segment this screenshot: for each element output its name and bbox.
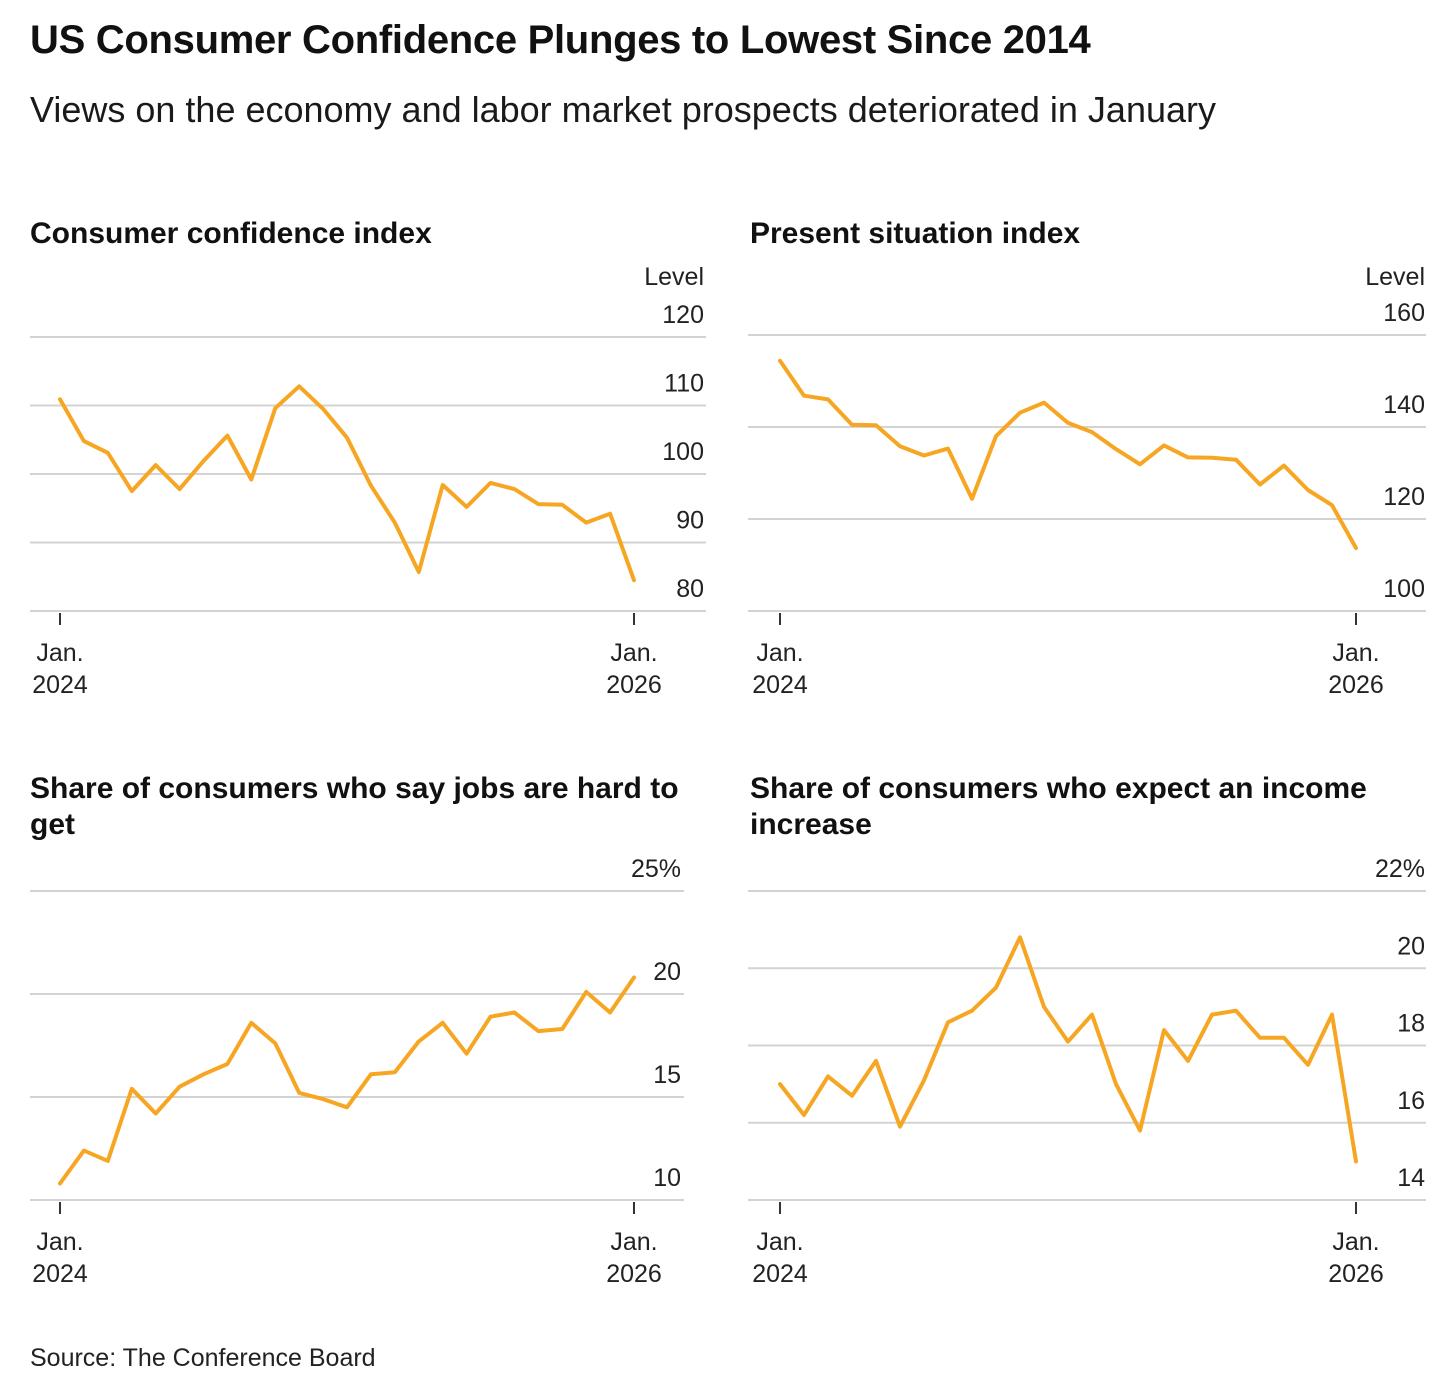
x-tick-label: Jan. 2026 — [606, 1228, 662, 1288]
y-tick-label: 120 — [662, 301, 704, 329]
y-tick-label: 160 — [1383, 299, 1425, 327]
chart-consumer-confidence: Consumer confidence index Level 120 110 100 9… — [30, 217, 706, 699]
y-tick-label: 100 — [662, 438, 704, 466]
y-unit-label: Level — [1365, 263, 1425, 291]
x-tick-label: Jan. 2026 — [1328, 639, 1384, 699]
y-tick-label: 80 — [676, 575, 704, 603]
y-tick-label: 90 — [676, 507, 704, 535]
y-tick-label: 110 — [664, 370, 704, 398]
y-tick-label: 22% — [1375, 855, 1425, 883]
x-tick-label: Jan. 2026 — [606, 639, 662, 699]
y-tick-label: 140 — [1383, 391, 1425, 419]
page-subtitle: Views on the economy and labor market pr… — [30, 89, 1216, 130]
chart-income-increase: Share of consumers who expect an income i… — [748, 772, 1426, 1288]
y-tick-label: 14 — [1397, 1164, 1425, 1192]
y-tick-label: 20 — [1397, 932, 1425, 960]
y-tick-label: 25% — [631, 855, 681, 883]
y-tick-label: 18 — [1397, 1010, 1425, 1038]
x-tick-label: Jan. 2024 — [32, 1228, 88, 1288]
series-line — [58, 384, 636, 583]
panel-title: Present situation index — [750, 217, 1080, 250]
y-tick-label: 120 — [1383, 483, 1425, 511]
series-line — [58, 975, 636, 1186]
chart-jobs-hard-to-get: Share of consumers who say jobs are hard… — [30, 772, 684, 1288]
panel-title: Consumer confidence index — [30, 217, 432, 250]
y-unit-label: Level — [644, 263, 704, 291]
page-title: US Consumer Confidence Plunges to Lowest… — [30, 18, 1091, 62]
y-tick-label: 20 — [653, 958, 681, 986]
y-tick-label: 16 — [1397, 1087, 1425, 1115]
y-tick-label: 10 — [653, 1164, 681, 1192]
x-tick-label: Jan. 2024 — [752, 639, 808, 699]
x-tick-label: Jan. 2024 — [32, 639, 88, 699]
y-tick-label: 15 — [653, 1061, 681, 1089]
source-note: Source: The Conference Board — [30, 1344, 376, 1372]
x-tick-label: Jan. 2024 — [752, 1228, 808, 1288]
series-line — [778, 935, 1358, 1164]
panel-title: Share of consumers who say jobs are hard… — [30, 772, 679, 841]
panel-title: Share of consumers who expect an income i… — [750, 772, 1367, 841]
x-tick-label: Jan. 2026 — [1328, 1228, 1384, 1288]
y-tick-label: 100 — [1383, 575, 1425, 603]
chart-present-situation: Present situation index Level 160 140 120 100… — [748, 217, 1426, 699]
series-line — [778, 358, 1358, 550]
